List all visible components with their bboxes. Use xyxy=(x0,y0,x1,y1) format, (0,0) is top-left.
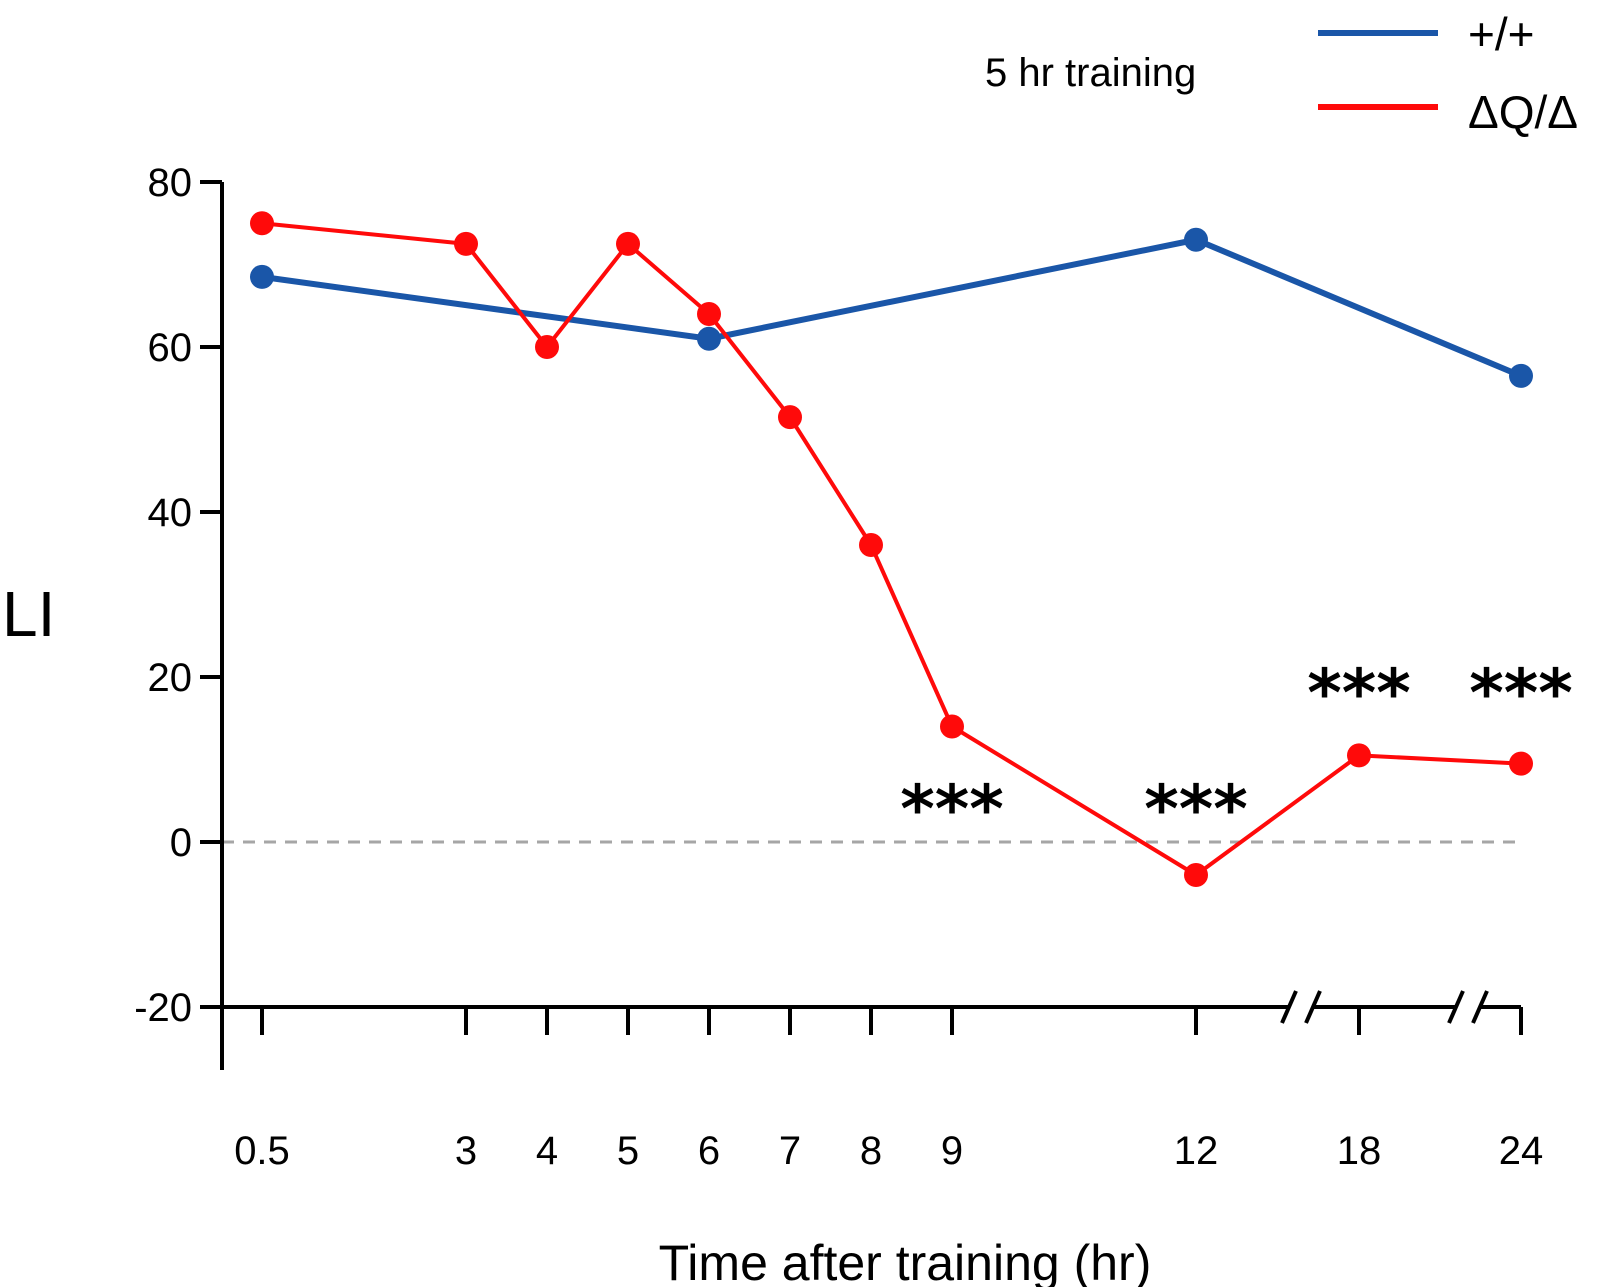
series-layer xyxy=(250,211,1533,887)
data-point-series-0 xyxy=(250,264,274,289)
x-tick-label: 7 xyxy=(779,1129,801,1173)
series-line-0 xyxy=(261,236,1523,379)
data-point-series-1 xyxy=(859,533,883,557)
axis-break-mark xyxy=(1304,990,1322,1024)
x-tick-label: 12 xyxy=(1174,1129,1219,1173)
x-tick-label: 4 xyxy=(536,1129,558,1173)
x-tick-label: 6 xyxy=(698,1129,720,1173)
data-point-series-1 xyxy=(535,335,559,359)
x-tick-label: 24 xyxy=(1499,1129,1544,1173)
x-tick-label: 8 xyxy=(860,1129,882,1173)
significance-marker: *** xyxy=(1307,655,1411,732)
annotation-text: 5 hr training xyxy=(985,51,1196,95)
y-tick-label: 40 xyxy=(148,491,193,535)
data-point-series-0 xyxy=(1509,363,1533,388)
legend-label-wildtype: +/+ xyxy=(1468,8,1535,60)
data-point-series-1 xyxy=(697,302,721,326)
data-point-series-1 xyxy=(454,231,478,256)
data-point-series-0 xyxy=(697,326,721,351)
y-tick-label: 60 xyxy=(148,326,193,370)
significance-marker: *** xyxy=(900,771,1004,848)
y-tick-label: 0 xyxy=(170,821,192,865)
axis-break-mark xyxy=(1447,990,1465,1024)
axes xyxy=(200,180,1523,1070)
data-point-series-1 xyxy=(1509,751,1533,776)
data-point-series-1 xyxy=(616,231,640,256)
series-line-1 xyxy=(261,221,1522,877)
data-point-series-0 xyxy=(1184,227,1208,252)
y-axis-title: LI xyxy=(2,578,55,650)
x-tick-label: 18 xyxy=(1337,1129,1382,1173)
y-tick-label: 80 xyxy=(148,161,193,205)
significance-marker: *** xyxy=(1144,771,1248,848)
data-point-series-1 xyxy=(940,714,964,739)
x-tick-label: 3 xyxy=(455,1129,477,1173)
x-tick-label: 0.5 xyxy=(234,1129,290,1173)
data-point-series-1 xyxy=(250,211,274,236)
axis-break-mark xyxy=(1471,990,1489,1024)
data-point-series-1 xyxy=(778,405,802,430)
axis-break-mark xyxy=(1280,990,1298,1024)
legend: +/+ ΔQ/Δ xyxy=(1318,8,1578,138)
data-point-series-1 xyxy=(1347,743,1371,768)
x-tick-label: 5 xyxy=(617,1129,639,1173)
y-tick-label: 20 xyxy=(148,656,193,700)
significance-marker: *** xyxy=(1469,655,1573,732)
data-point-series-1 xyxy=(1184,863,1208,887)
legend-label-mutant: ΔQ/Δ xyxy=(1468,86,1578,138)
labels-layer: -20 0 20 40 60 80 0.5 3 4 5 6 7 8 9 12 18 24 *** *** *** *** xyxy=(134,161,1573,1173)
x-tick-label: 9 xyxy=(941,1129,963,1173)
y-tick-label: -20 xyxy=(134,986,192,1030)
x-axis-title: Time after training (hr) xyxy=(659,1235,1152,1287)
